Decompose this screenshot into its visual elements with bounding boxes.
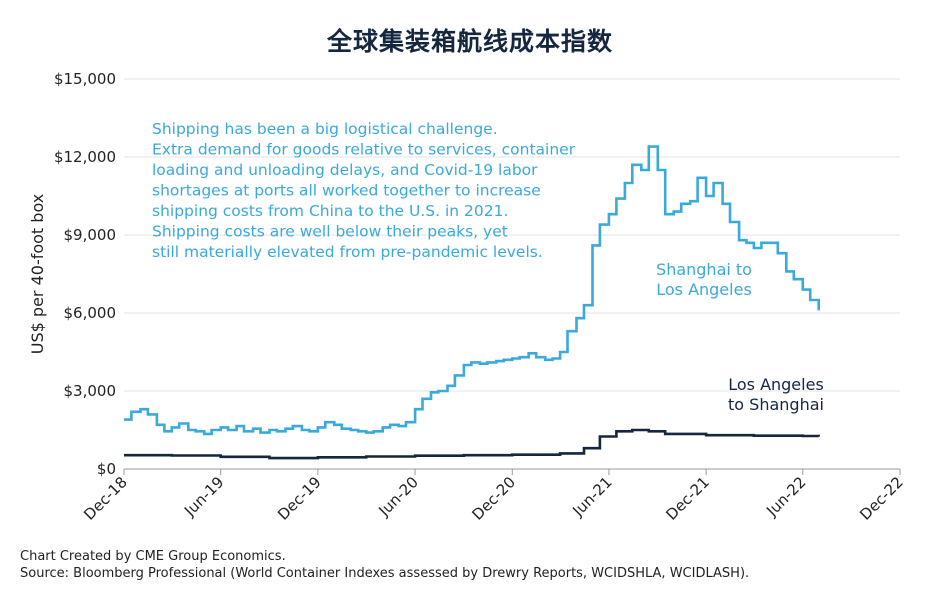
y-tick-label: $12,000 — [54, 148, 116, 166]
annotation-line: loading and unloading delays, and Covid-… — [152, 161, 538, 179]
annotation-line: Shipping has been a big logistical chall… — [152, 120, 498, 138]
chart-source: Source: Bloomberg Professional (World Co… — [20, 566, 750, 581]
x-tick-label: Jun-19 — [180, 473, 227, 520]
x-tick-label: Jun-22 — [762, 473, 809, 520]
x-tick-label: Dec-21 — [662, 473, 713, 524]
series-label: Los Angeles — [656, 280, 752, 299]
y-tick-label: $6,000 — [64, 304, 117, 322]
series-label: to Shanghai — [728, 395, 824, 414]
y-axis-label: US$ per 40-foot box — [28, 194, 47, 354]
y-tick-label: $15,000 — [54, 70, 116, 88]
x-tick-label: Jun-21 — [568, 473, 615, 520]
y-tick-label: $3,000 — [64, 382, 117, 400]
series-line-los-angeles-to-shanghai — [124, 428, 820, 460]
annotation-line: shipping costs from China to the U.S. in… — [152, 202, 508, 220]
series-line-shanghai-to-los-angeles — [124, 145, 820, 436]
chart-credit: Chart Created by CME Group Economics. — [20, 549, 286, 564]
x-tick-label: Dec-19 — [274, 473, 325, 524]
x-tick-label: Jun-20 — [375, 473, 422, 520]
series-label: Los Angeles — [728, 375, 824, 394]
chart-title: 全球集装箱航线成本指数 — [326, 27, 613, 56]
series-label: Shanghai to — [656, 260, 752, 279]
annotation-line: Shipping costs are well below their peak… — [152, 223, 508, 241]
annotation-line: still materially elevated from pre-pande… — [152, 243, 543, 261]
x-tick-label: Dec-20 — [469, 473, 520, 524]
x-tick-label: Dec-22 — [856, 473, 907, 524]
x-tick-label: Dec-18 — [80, 473, 131, 524]
y-tick-label: $0 — [97, 460, 116, 478]
annotation-line: Extra demand for goods relative to servi… — [152, 141, 576, 159]
annotation-line: shortages at ports all worked together t… — [152, 182, 541, 200]
y-tick-label: $9,000 — [64, 226, 117, 244]
